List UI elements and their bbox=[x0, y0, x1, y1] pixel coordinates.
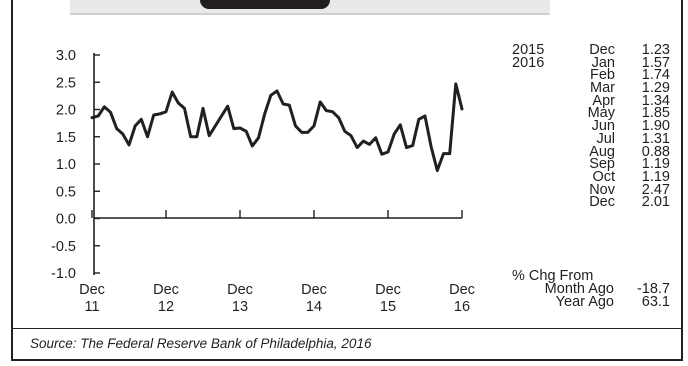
y-tick-labels: 3.0 2.5 2.0 1.5 1.0 0.5 0.0 -0.5 -1.0 bbox=[51, 48, 76, 282]
y-tick-label: 0.5 bbox=[56, 184, 76, 200]
y-tick-label: -0.5 bbox=[51, 239, 76, 255]
x-tick-label-year: 13 bbox=[232, 299, 248, 315]
table-row: Dec 2.01 bbox=[500, 194, 676, 211]
table-month: Apr bbox=[592, 92, 615, 109]
x-tick-label-month: Dec bbox=[153, 282, 179, 298]
table-value: 2.47 bbox=[641, 181, 670, 198]
table-month: Feb bbox=[590, 67, 615, 84]
x-tick-label-year: 14 bbox=[306, 299, 322, 315]
table-value: 1.34 bbox=[641, 92, 670, 109]
table-value: 1.85 bbox=[641, 105, 670, 122]
table-value: 1.19 bbox=[641, 168, 670, 185]
y-tick-label: 2.5 bbox=[56, 75, 76, 91]
table-row: Nov 2.47 bbox=[500, 181, 676, 198]
percent-change-label: Year Ago bbox=[555, 294, 614, 310]
table-month: Nov bbox=[589, 181, 615, 198]
table-month: Jun bbox=[591, 118, 615, 135]
table-value: 1.31 bbox=[641, 130, 670, 147]
table-month: Jan bbox=[591, 54, 615, 71]
table-value: 2.01 bbox=[641, 194, 670, 211]
table-row: 2015 Dec 1.23 bbox=[500, 42, 676, 58]
table-row: Jul 1.31 bbox=[500, 130, 676, 147]
table-month: May bbox=[587, 105, 615, 122]
table-year: 2015 bbox=[512, 42, 545, 58]
table-year: 2016 bbox=[512, 54, 545, 71]
table-value: 1.23 bbox=[641, 42, 670, 58]
table-row: May 1.85 bbox=[500, 105, 676, 122]
percent-change-header: % Chg From bbox=[512, 268, 594, 284]
percent-change-row: Month Ago -18.7 bbox=[500, 281, 676, 297]
x-tick-label-year: 15 bbox=[380, 299, 396, 315]
x-tick-label-month: Dec bbox=[79, 282, 105, 298]
table-value: 1.29 bbox=[641, 80, 670, 97]
x-tick-label-year: 12 bbox=[158, 299, 174, 315]
x-tick-label-month: Dec bbox=[227, 282, 253, 298]
data-table: 2015 Dec 1.23 2016 Jan 1.57 Feb 1.74 Mar 1.29 Apr 1… bbox=[500, 42, 676, 211]
chart-axes bbox=[91, 53, 463, 275]
x-tick-label-month: Dec bbox=[449, 282, 475, 298]
y-tick-label: 1.5 bbox=[56, 130, 76, 146]
percent-change-value: 63.1 bbox=[641, 294, 670, 310]
table-month: Aug bbox=[589, 143, 615, 160]
series-group bbox=[90, 82, 464, 172]
y-tick-label: 1.0 bbox=[56, 157, 76, 173]
x-tick-label-month: Dec bbox=[375, 282, 401, 298]
table-value: 1.19 bbox=[641, 156, 670, 173]
table-value: 1.90 bbox=[641, 118, 670, 135]
table-row: Feb 1.74 bbox=[500, 67, 676, 84]
table-month: Mar bbox=[590, 80, 615, 97]
table-value: 1.57 bbox=[641, 54, 670, 71]
table-row: Oct 1.19 bbox=[500, 168, 676, 185]
title-glyph-remnant bbox=[200, 0, 330, 9]
percent-change-value: -18.7 bbox=[636, 281, 670, 297]
y-tick-label: 2.0 bbox=[56, 103, 76, 119]
series-line bbox=[90, 82, 464, 172]
table-row: Aug 0.88 bbox=[500, 143, 676, 160]
x-tick-label-month: Dec bbox=[301, 282, 327, 298]
x-tick-label-year: 16 bbox=[454, 299, 470, 315]
table-row: 2016 Jan 1.57 bbox=[500, 54, 676, 71]
source-divider bbox=[13, 328, 681, 329]
x-tick-label-year: 11 bbox=[84, 299, 99, 315]
table-month: Dec bbox=[589, 194, 615, 211]
table-month: Jul bbox=[596, 130, 615, 147]
table-value: 0.88 bbox=[641, 143, 670, 160]
chart-frame bbox=[11, 0, 683, 361]
table-row: Mar 1.29 bbox=[500, 80, 676, 97]
table-month: Oct bbox=[592, 168, 615, 185]
table-month: Dec bbox=[589, 42, 615, 58]
table-row: Jun 1.90 bbox=[500, 118, 676, 135]
table-row: Apr 1.34 bbox=[500, 92, 676, 109]
percent-change-label: Month Ago bbox=[544, 281, 614, 297]
y-tick-label: 0.0 bbox=[56, 212, 76, 228]
table-value: 1.74 bbox=[641, 67, 670, 84]
table-month: Sep bbox=[589, 156, 615, 173]
y-tick-label: 3.0 bbox=[56, 48, 76, 64]
source-note: Source: The Federal Reserve Bank of Phil… bbox=[30, 336, 372, 351]
table-row: Sep 1.19 bbox=[500, 156, 676, 173]
y-tick-label: -1.0 bbox=[51, 266, 76, 282]
percent-change-row: Year Ago 63.1 bbox=[500, 294, 676, 310]
